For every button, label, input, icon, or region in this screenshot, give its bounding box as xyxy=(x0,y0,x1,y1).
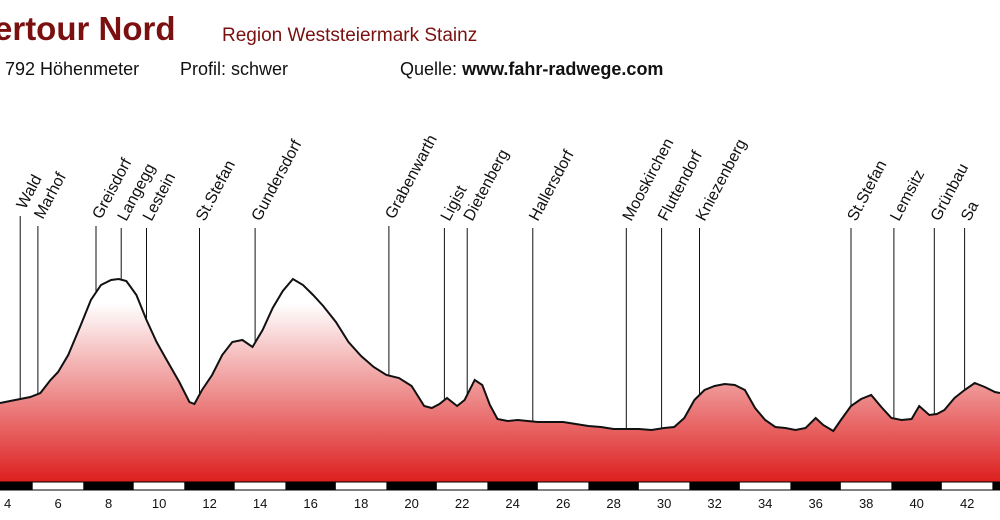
source-label: Quelle: www.fahr-radwege.com xyxy=(400,59,663,80)
axis-bar-frame xyxy=(0,481,1000,491)
axis-bar-segment xyxy=(739,482,791,490)
axis-bar-segment xyxy=(638,482,690,490)
axis-bar-segment xyxy=(184,482,235,490)
axis-bar-segment xyxy=(0,482,33,490)
axis-bar-segment xyxy=(386,482,437,490)
place-label: Grabenwarth xyxy=(382,132,440,222)
axis-bar-segment xyxy=(790,482,841,490)
x-tick-label: 42 xyxy=(960,496,974,511)
x-tick-label: 6 xyxy=(54,496,61,511)
axis-bar-segment xyxy=(689,482,740,490)
x-tick-label: 32 xyxy=(707,496,721,511)
x-tick-label: 8 xyxy=(105,496,112,511)
x-tick-label: 20 xyxy=(404,496,418,511)
x-tick-label: 22 xyxy=(455,496,469,511)
axis-bar-segment xyxy=(32,482,84,490)
elevation-area xyxy=(0,279,1000,482)
axis-bar-segment xyxy=(588,482,639,490)
place-label: Hallersdorf xyxy=(526,147,578,224)
x-tick-label: 36 xyxy=(808,496,822,511)
place-label: Sa xyxy=(958,199,982,224)
source-prefix: Quelle: xyxy=(400,59,458,79)
x-tick-label: 14 xyxy=(253,496,267,511)
axis-bar-segment xyxy=(992,482,1000,490)
place-label: Dietenberg xyxy=(461,147,513,224)
axis-bar-segment xyxy=(537,482,589,490)
x-tick-label: 26 xyxy=(556,496,570,511)
axis-bar-segment xyxy=(487,482,538,490)
x-tick-label: 24 xyxy=(505,496,519,511)
place-label: Kniezenberg xyxy=(693,137,750,224)
x-tick-label: 34 xyxy=(758,496,772,511)
source-link[interactable]: www.fahr-radwege.com xyxy=(462,59,664,79)
x-tick-label: 12 xyxy=(202,496,216,511)
x-tick-label: 30 xyxy=(657,496,671,511)
axis-bar-segment xyxy=(285,482,336,490)
place-label: St.Stefan xyxy=(193,158,239,224)
axis-bar-segment xyxy=(133,482,185,490)
place-label: St.Stefan xyxy=(845,158,891,224)
axis-bar-segment xyxy=(436,482,488,490)
axis-bar-segment xyxy=(83,482,134,490)
axis-bar-segment xyxy=(335,482,387,490)
elevation-line xyxy=(0,277,1000,433)
difficulty-label: Profil: schwer xyxy=(180,59,289,79)
axis-bar-segment xyxy=(840,482,892,490)
elevation-gain-label: 792 Höhenmeter xyxy=(5,59,140,79)
place-label: Gundersdorf xyxy=(249,137,306,224)
x-tick-label: 38 xyxy=(859,496,873,511)
x-tick-label: 28 xyxy=(606,496,620,511)
region-label: Region Weststeiermark Stainz xyxy=(222,25,478,46)
x-tick-label: 4 xyxy=(4,496,11,511)
x-tick-label: 10 xyxy=(152,496,166,511)
axis-bar-segment xyxy=(891,482,942,490)
axis-bar-segment xyxy=(234,482,286,490)
axis-bar-segment xyxy=(941,482,993,490)
place-label: Lemsitz xyxy=(887,167,928,224)
route-title: ertour Nord xyxy=(0,10,176,47)
x-tick-label: 16 xyxy=(303,496,317,511)
x-tick-label: 18 xyxy=(354,496,368,511)
x-tick-label: 40 xyxy=(909,496,923,511)
